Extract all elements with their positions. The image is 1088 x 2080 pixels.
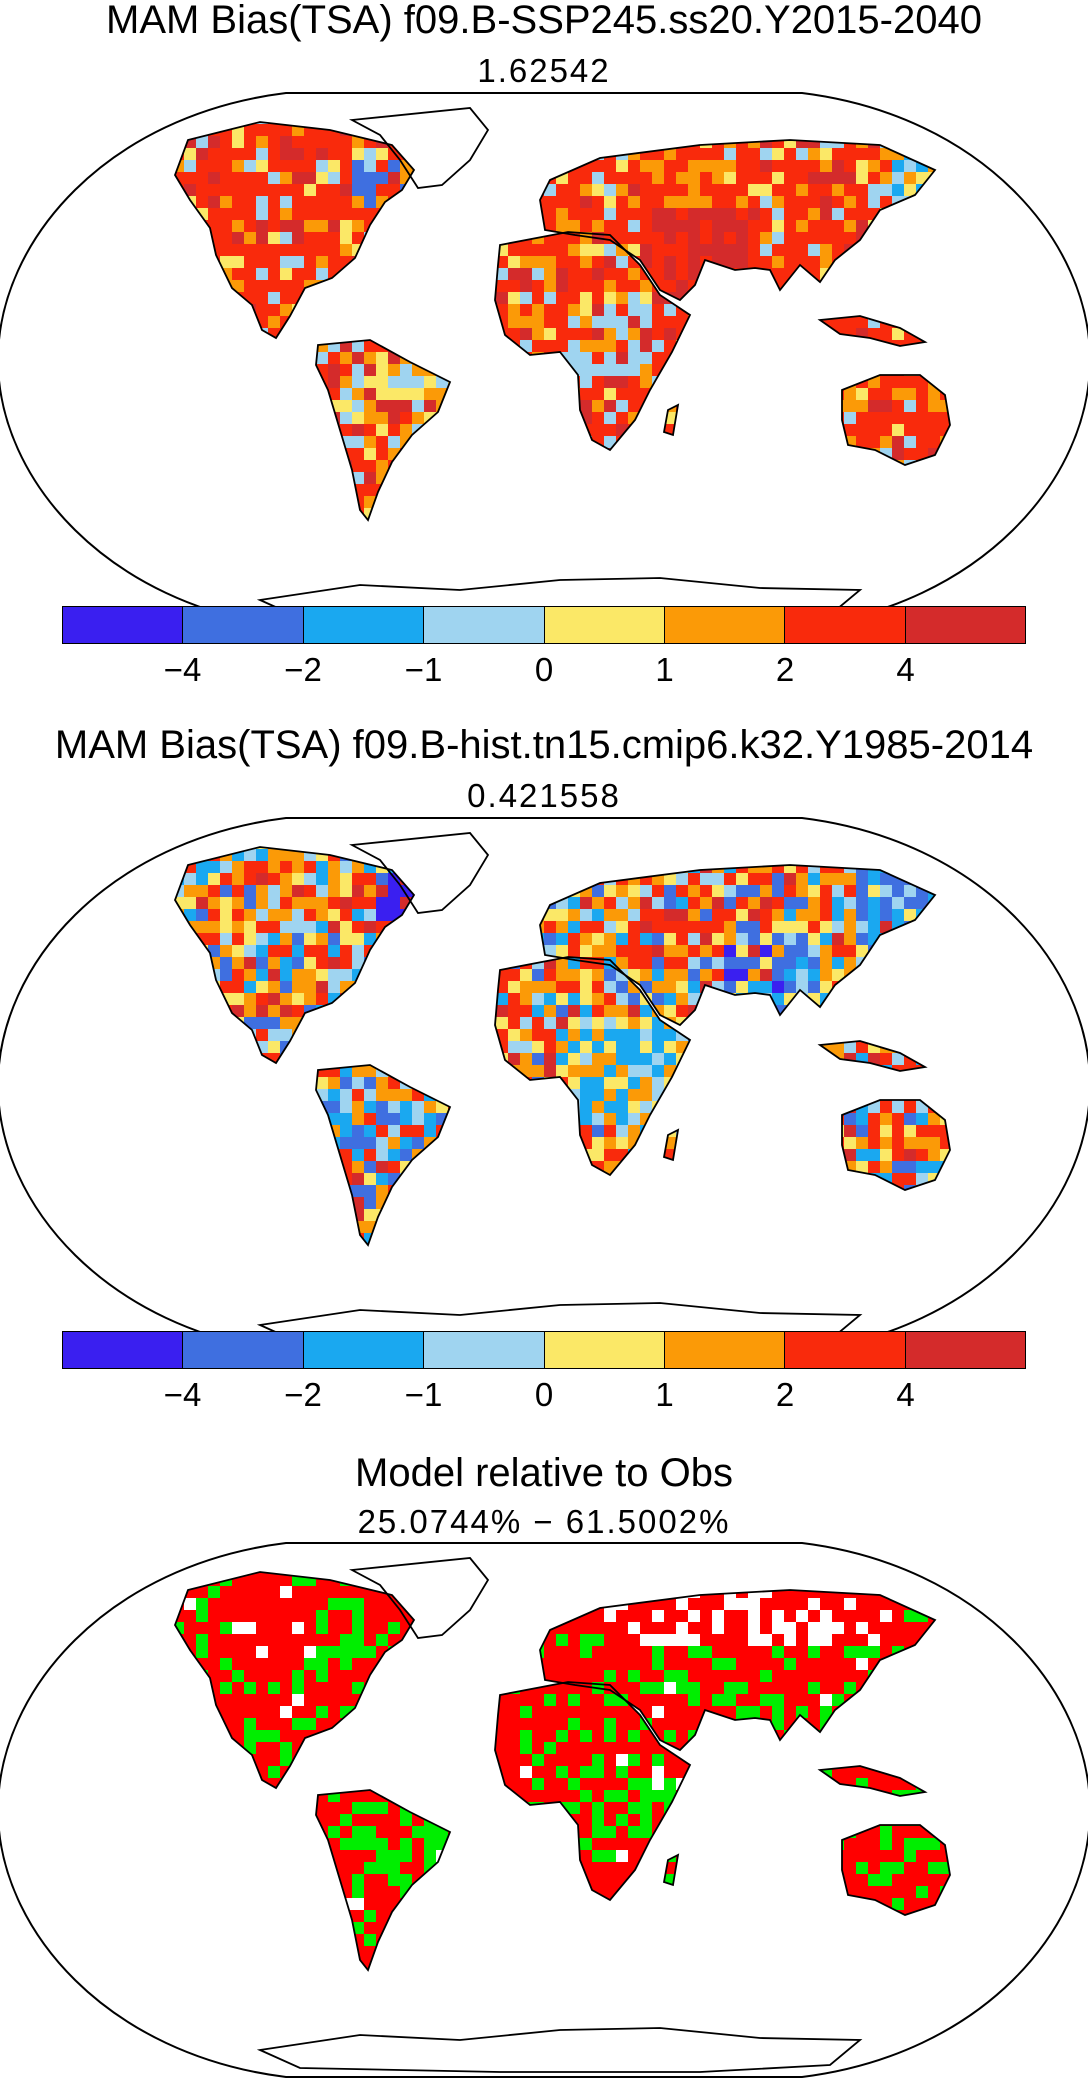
colorbar-tick-label: −2 [284, 651, 322, 688]
panel-3-map [0, 1542, 1088, 2078]
panel-1-map [0, 92, 1088, 628]
panel-3-subtitle: 25.0744% − 61.5002% [357, 1503, 731, 1540]
colorbar-swatch [785, 607, 906, 643]
colorbar-swatch [544, 607, 665, 643]
panel-2-colorbar [62, 1331, 1026, 1369]
colorbar-tick-label: 1 [655, 651, 674, 688]
north-america-land-coastline [174, 846, 416, 1065]
madagascar-land-coastline [662, 1128, 680, 1162]
colorbar-tick-label: 2 [775, 651, 795, 688]
colorbar-tick-label: −4 [163, 1376, 202, 1413]
madagascar-land-coastline [662, 1853, 680, 1887]
madagascar-land-coastline [662, 403, 680, 437]
colorbar-tick-label: 0 [534, 1376, 554, 1413]
colorbar-swatch [544, 1332, 665, 1368]
colorbar-tick-label: 2 [775, 1376, 795, 1413]
africa-land-coastline [494, 956, 692, 1177]
colorbar-swatch [183, 607, 304, 643]
colorbar-tick-label: −1 [404, 1376, 443, 1413]
panel-1-colorbar-labels: −4 −2 −1 0 1 2 4 [0, 650, 1088, 690]
panel-1-colorbar [62, 606, 1026, 644]
colorbar-swatch [63, 1332, 184, 1368]
colorbar-tick-label: 0 [534, 651, 554, 688]
africa-land-coastline [494, 1681, 692, 1902]
colorbar-swatch [905, 607, 1025, 643]
australia-land-coastline [841, 374, 951, 466]
colorbar-swatch [183, 1332, 304, 1368]
south-america-land-coastline [315, 1789, 452, 1972]
australia-land-coastline [841, 1824, 951, 1916]
south-america-land-coastline [315, 1064, 452, 1247]
panel-1-title: MAM Bias(TSA) f09.B-SSP245.ss20.Y2015-20… [106, 0, 982, 42]
colorbar-tick-label: 1 [655, 1376, 674, 1413]
greenland-land-coastline [348, 832, 490, 914]
colorbar-tick-label: 4 [896, 651, 915, 688]
colorbar-tick-label: −2 [284, 1376, 322, 1413]
colorbar-tick-label: −1 [404, 651, 443, 688]
colorbar-tick-label: −4 [163, 651, 202, 688]
panel-3-title: Model relative to Obs [355, 1451, 733, 1495]
colorbar-swatch [905, 1332, 1025, 1368]
colorbar-swatch [63, 607, 184, 643]
colorbar-swatch [785, 1332, 906, 1368]
colorbar-swatch [303, 1332, 425, 1368]
south-america-land-coastline [315, 339, 452, 522]
southeast-asia-islands-land-coastline [817, 315, 928, 347]
colorbar-tick-label: 4 [896, 1376, 915, 1413]
southeast-asia-islands-land-coastline [817, 1040, 928, 1072]
eurasia-land-coastline [539, 1589, 937, 1752]
australia-land-coastline [841, 1099, 951, 1191]
colorbar-swatch [424, 1332, 545, 1368]
panel-2-map [0, 817, 1088, 1353]
greenland-land-coastline [348, 107, 490, 189]
colorbar-swatch [303, 607, 425, 643]
southeast-asia-islands-land-coastline [817, 1765, 928, 1797]
colorbar-swatch [664, 1332, 786, 1368]
panel-2-title: MAM Bias(TSA) f09.B-hist.tn15.cmip6.k32.… [54, 723, 1034, 767]
colorbar-swatch [424, 607, 545, 643]
panel-1-subtitle: 1.62542 [477, 52, 611, 89]
eurasia-land-coastline [539, 139, 937, 302]
greenland-land-coastline [348, 1557, 490, 1639]
north-america-land-coastline [174, 121, 416, 340]
panel-2-colorbar-labels: −4 −2 −1 0 1 2 4 [0, 1375, 1088, 1415]
africa-land-coastline [494, 231, 692, 452]
colorbar-swatch [664, 607, 786, 643]
eurasia-land-coastline [539, 864, 937, 1027]
panel-2-subtitle: 0.421558 [467, 777, 621, 814]
north-america-land-coastline [174, 1571, 416, 1790]
